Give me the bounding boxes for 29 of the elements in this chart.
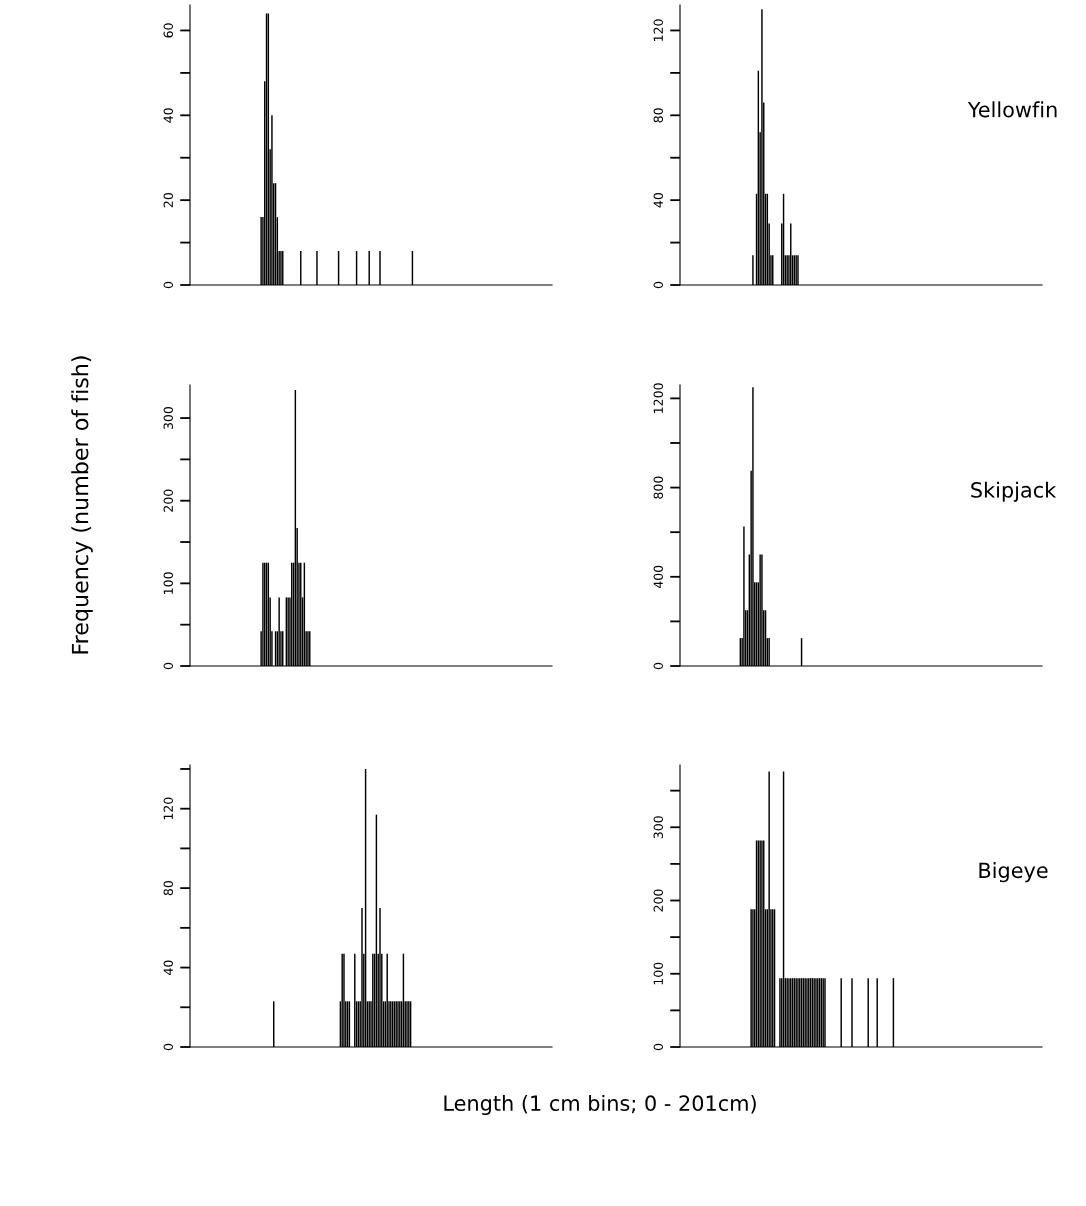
- y-tick-label: 0: [163, 662, 173, 670]
- y-tick-label: 1200: [653, 383, 663, 413]
- y-tick-label: 0: [653, 281, 663, 289]
- y-tick-label: 400: [653, 565, 663, 589]
- annotation: Bigeye: [979, 862, 1048, 883]
- y-tick-label: 800: [653, 476, 663, 499]
- y-tick-label: 0: [163, 281, 173, 289]
- y-tick-label: 0: [653, 1043, 663, 1051]
- y-tick-label: 20: [163, 193, 173, 208]
- y-tick-label: 200: [163, 489, 173, 512]
- y-tick-label: 120: [653, 19, 663, 42]
- y-tick-label: 40: [653, 193, 663, 208]
- y-tick-label: 40: [163, 960, 173, 975]
- y-tick-label: 300: [653, 816, 663, 839]
- x-axis-title: Length (1 cm bins; 0 - 201cm): [444, 1094, 756, 1116]
- y-tick-label: 120: [163, 797, 173, 820]
- y-tick-label: 80: [653, 108, 663, 123]
- y-tick-label: 80: [163, 881, 173, 896]
- y-tick-label: 60: [163, 23, 173, 38]
- annotation: Yellowfin: [967, 101, 1057, 118]
- annotation: Skipjack: [971, 481, 1057, 502]
- y-tick-label: 40: [163, 108, 173, 123]
- y-tick-label: 0: [653, 662, 663, 670]
- y-tick-label: 100: [653, 962, 663, 985]
- y-axis-title: Frequency (number of fish): [71, 356, 93, 654]
- y-tick-label: 0: [163, 1043, 173, 1051]
- y-tick-label: 100: [163, 572, 173, 594]
- y-tick-label: 200: [653, 889, 663, 912]
- y-tick-label: 300: [163, 406, 173, 430]
